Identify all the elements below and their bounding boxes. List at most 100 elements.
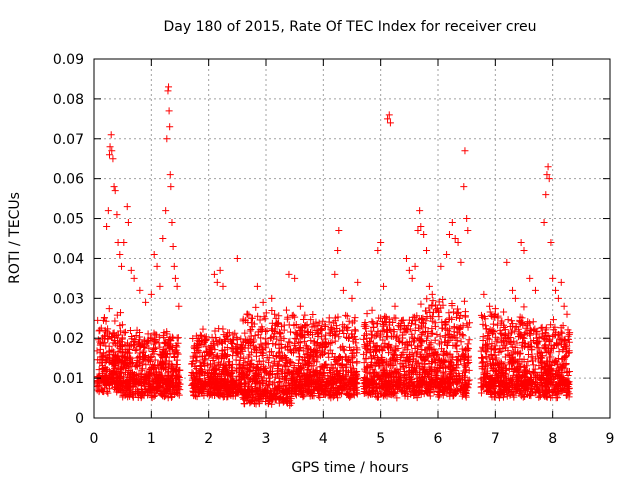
data-point xyxy=(278,373,286,381)
data-point xyxy=(254,312,262,320)
data-point xyxy=(272,396,280,404)
data-point xyxy=(334,357,342,365)
data-point xyxy=(136,286,144,294)
data-point xyxy=(123,353,131,361)
data-point xyxy=(199,359,207,367)
data-point xyxy=(257,340,265,348)
data-point xyxy=(257,395,265,403)
y-tick-label: 0.02 xyxy=(53,331,84,347)
data-point xyxy=(282,356,290,364)
data-point xyxy=(133,345,141,353)
data-point xyxy=(283,387,291,395)
data-point xyxy=(310,323,318,331)
data-point xyxy=(107,332,115,340)
data-point xyxy=(174,371,182,379)
data-point xyxy=(268,306,276,314)
data-point xyxy=(343,391,351,399)
data-point xyxy=(168,333,176,341)
data-point xyxy=(204,370,212,378)
data-point xyxy=(552,286,560,294)
data-point xyxy=(213,375,221,383)
data-point xyxy=(144,370,152,378)
data-point xyxy=(272,314,280,322)
data-point xyxy=(216,266,224,274)
data-point xyxy=(156,343,164,351)
data-point xyxy=(170,353,178,361)
data-point xyxy=(236,356,244,364)
data-point xyxy=(259,349,267,357)
data-point xyxy=(271,310,279,318)
data-point xyxy=(324,372,332,380)
data-point xyxy=(317,349,325,357)
data-point xyxy=(307,337,315,345)
data-point xyxy=(133,387,141,395)
data-point xyxy=(123,377,131,385)
data-point xyxy=(275,379,283,387)
data-point xyxy=(363,310,371,318)
data-point xyxy=(164,389,172,397)
data-point xyxy=(417,223,425,231)
data-point xyxy=(557,278,565,286)
data-point xyxy=(542,191,550,199)
data-point xyxy=(374,246,382,254)
data-point xyxy=(460,183,468,191)
data-point xyxy=(423,295,431,303)
data-point xyxy=(224,335,232,343)
data-point xyxy=(275,349,283,357)
x-tick-label: 4 xyxy=(319,431,328,447)
data-point xyxy=(151,345,159,353)
data-point xyxy=(281,362,289,370)
data-point xyxy=(207,389,215,397)
data-point xyxy=(209,354,217,362)
data-point xyxy=(105,305,113,313)
data-point xyxy=(289,311,297,319)
data-point xyxy=(132,374,140,382)
data-point xyxy=(136,329,144,337)
x-tick-label: 8 xyxy=(548,431,557,447)
data-point xyxy=(175,302,183,310)
data-point xyxy=(118,262,126,270)
data-point xyxy=(131,346,139,354)
data-point xyxy=(344,389,352,397)
data-point xyxy=(116,250,124,258)
data-point xyxy=(161,372,169,380)
data-point xyxy=(232,367,240,375)
data-point xyxy=(280,382,288,390)
data-point xyxy=(111,317,119,325)
data-point xyxy=(188,369,196,377)
data-point xyxy=(555,348,563,356)
data-point xyxy=(138,378,146,386)
data-point xyxy=(96,372,104,380)
data-point xyxy=(163,350,171,358)
data-point xyxy=(193,393,201,401)
data-point xyxy=(241,400,249,408)
x-tick-label: 0 xyxy=(90,431,99,447)
data-point xyxy=(171,274,179,282)
data-point xyxy=(465,336,473,344)
data-point xyxy=(309,356,317,364)
data-point xyxy=(242,371,250,379)
data-point xyxy=(198,353,206,361)
data-point xyxy=(190,373,198,381)
data-point xyxy=(503,258,511,266)
data-point xyxy=(250,342,258,350)
data-point xyxy=(159,349,167,357)
data-point xyxy=(295,346,303,354)
data-point xyxy=(150,347,158,355)
data-point xyxy=(339,380,347,388)
data-point xyxy=(132,361,140,369)
data-point xyxy=(241,387,249,395)
data-point xyxy=(290,362,298,370)
data-point xyxy=(249,388,257,396)
data-point xyxy=(252,380,260,388)
data-point xyxy=(122,390,130,398)
data-point xyxy=(251,332,259,340)
data-point xyxy=(309,311,317,319)
data-point xyxy=(252,303,260,311)
data-point xyxy=(200,392,208,400)
data-point xyxy=(95,388,103,396)
roti-series xyxy=(93,83,574,409)
data-point xyxy=(560,302,568,310)
data-point xyxy=(124,384,132,392)
data-point xyxy=(150,378,158,386)
